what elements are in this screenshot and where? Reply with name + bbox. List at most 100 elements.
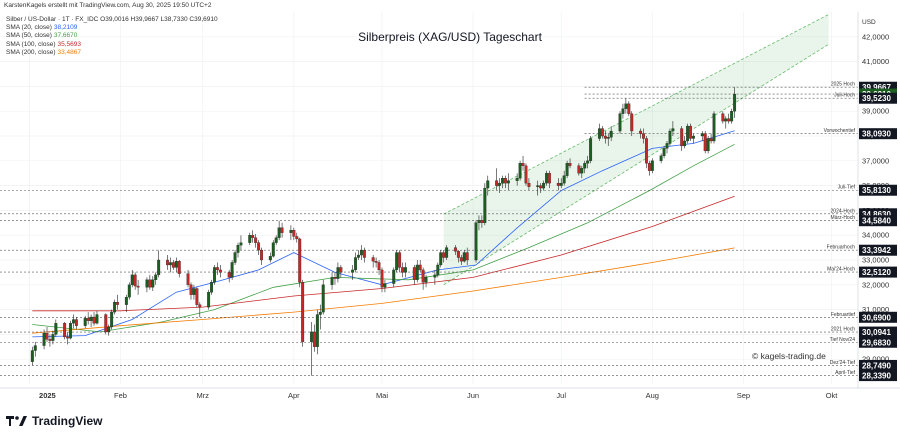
price-tag	[859, 184, 897, 196]
candle-body	[301, 282, 305, 342]
candle-body	[351, 269, 355, 273]
level-caption: März-Hoch	[831, 215, 856, 221]
y-tick-label: 33,0000	[862, 256, 889, 265]
legend-item-value: 35,5693	[57, 40, 82, 48]
candle-body	[318, 311, 322, 315]
candle-body	[210, 282, 214, 293]
candle-body	[148, 279, 152, 288]
candle-body	[257, 242, 261, 251]
candle-body	[527, 182, 531, 187]
price-tag-label: 34,8630	[862, 210, 891, 219]
price-tag-label: 33,3942	[862, 246, 891, 255]
price-tag	[859, 266, 897, 278]
candle-body	[577, 165, 581, 174]
watermark: © kagels-trading.de	[752, 351, 826, 361]
candle-body	[321, 284, 325, 313]
candle-body	[618, 113, 622, 132]
candle-body	[683, 140, 687, 147]
candle-body	[236, 244, 240, 253]
candle-body	[562, 175, 566, 184]
legend-item[interactable]: SMA (20, close) 38,2109	[6, 24, 218, 32]
candle-body	[113, 302, 117, 313]
x-tick-label: Mrz	[196, 391, 209, 400]
tradingview-logo[interactable]: TradingView	[6, 413, 102, 428]
price-tag	[859, 359, 897, 371]
candle-body	[659, 155, 663, 161]
candle-body	[289, 230, 293, 233]
candle-body	[177, 261, 181, 274]
candle-body	[721, 113, 725, 122]
candle-body	[545, 173, 548, 184]
candle-body	[277, 227, 281, 238]
candle-body	[465, 252, 469, 261]
price-tag	[859, 311, 897, 323]
candle-body	[192, 288, 196, 295]
candle-body	[521, 163, 525, 166]
channel-lower-line	[443, 43, 829, 286]
candle-body	[515, 178, 519, 181]
price-tag-label: 34,5840	[862, 217, 891, 226]
y-tick-label: 32,0000	[862, 280, 889, 289]
candle-body	[371, 257, 375, 262]
x-tick-label: 2025	[39, 391, 56, 400]
candle-body	[298, 238, 302, 283]
level-caption: Juli-Tief	[838, 185, 856, 191]
x-tick-label: Okt	[826, 391, 839, 400]
candle-body	[583, 163, 587, 169]
price-tag	[859, 336, 897, 348]
candle-body	[644, 138, 648, 164]
legend-item[interactable]: SMA (200, close) 33,4867	[6, 49, 218, 57]
candle-body	[189, 284, 193, 295]
candle-body	[556, 182, 560, 186]
candle-body	[95, 314, 99, 324]
price-tag-label: 32,5120	[862, 268, 891, 277]
candle-body	[251, 235, 255, 238]
price-tag	[859, 215, 897, 227]
legend-item[interactable]: SMA (50, close) 37,6670	[6, 32, 218, 40]
candle-body	[477, 220, 481, 223]
symbol-line[interactable]: Silber / US-Dollar · 1T · FX_IDC O39,001…	[6, 16, 218, 23]
candle-body	[130, 274, 134, 285]
candle-body	[415, 264, 419, 280]
y-tick-label: 39,0000	[862, 107, 889, 116]
legend-item[interactable]: SMA (100, close) 35,5693	[6, 41, 218, 49]
candle-body	[453, 247, 457, 252]
time-axis[interactable]: 2025 Feb Mrz Apr Mai Jun Jul Aug Sep Okt	[0, 387, 900, 400]
candle-body	[456, 251, 460, 258]
candle-body	[195, 288, 199, 305]
candle-body	[668, 130, 672, 144]
candle-body	[392, 269, 396, 284]
candle-body	[459, 257, 463, 262]
level-caption: Juli-Hoch	[834, 93, 855, 99]
candle-body	[174, 261, 178, 268]
price-tag	[859, 244, 897, 256]
candle-body	[671, 128, 675, 132]
candle-body	[357, 254, 360, 258]
legend: Silber / US-Dollar · 1T · FX_IDC O39,001…	[6, 16, 218, 57]
candle-body	[421, 269, 425, 283]
price-tag	[859, 208, 897, 220]
candle-body	[230, 262, 234, 278]
candle-body	[268, 256, 272, 261]
candle-body	[404, 267, 407, 273]
candle-body	[89, 316, 93, 321]
x-tick-label: Jun	[467, 391, 479, 400]
candle-body	[339, 267, 343, 273]
x-tick-label: Aug	[646, 391, 659, 400]
price-tag-label: 28,3390	[862, 372, 891, 381]
price-axis[interactable]: 42,000041,000040,000039,000038,000037,00…	[857, 12, 897, 388]
level-caption: Vorwochentief	[824, 128, 856, 134]
price-tag-label: 29,6830	[862, 338, 891, 347]
channel-fill	[443, 14, 829, 285]
candle-body	[495, 180, 499, 186]
candle-body	[398, 252, 402, 268]
candle-body	[362, 249, 366, 258]
level-caption: Februartief	[831, 312, 856, 318]
candle-body	[536, 185, 540, 187]
candle-body	[621, 108, 625, 114]
legend-item-label: SMA (200, close)	[6, 48, 56, 56]
candle-body	[565, 163, 569, 176]
candle-body	[603, 135, 607, 139]
tradingview-logo-text: TradingView	[32, 413, 103, 428]
